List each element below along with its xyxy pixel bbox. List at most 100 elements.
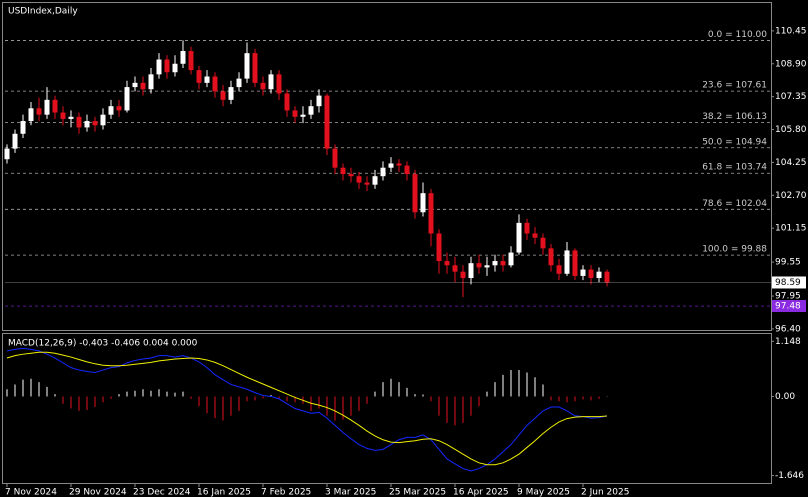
candle-body [28, 108, 34, 122]
candle-body [556, 265, 562, 274]
candle-body [388, 163, 394, 168]
candle-body [396, 163, 402, 166]
candle-body [372, 176, 378, 185]
candle-body [476, 263, 482, 268]
fib-label: 38.2 = 106.13 [702, 112, 767, 122]
candle-body [492, 261, 498, 266]
candle-body [196, 70, 202, 83]
candle-body [316, 95, 322, 107]
y-tick-label: 0.00 [775, 392, 795, 402]
fib-label: 23.6 = 107.61 [702, 81, 767, 91]
fib-label: 78.6 = 102.04 [702, 199, 767, 209]
price-label-box [772, 300, 806, 313]
x-tick-label: 16 Apr 2025 [453, 488, 509, 497]
price-label-box [772, 276, 806, 289]
candle-body [244, 53, 250, 79]
y-tick-label: 97.95 [775, 292, 801, 302]
candle-body [516, 222, 522, 253]
chart-title: USDIndex,Daily [8, 7, 78, 17]
candle-body [348, 174, 354, 177]
candle-body [364, 182, 370, 185]
candle-body [236, 78, 242, 88]
y-tick-label: -1.646 [775, 471, 804, 481]
y-tick-label: 99.55 [775, 258, 801, 268]
candle-body [260, 82, 266, 90]
candle-body [12, 133, 18, 149]
candle-body [252, 53, 258, 83]
candle-body [444, 261, 450, 266]
x-tick-label: 7 Feb 2025 [261, 488, 311, 497]
candle-body [156, 59, 162, 75]
x-tick-label: 23 Dec 2024 [133, 488, 191, 497]
candle-body [436, 233, 442, 262]
candle-body [548, 248, 554, 266]
candle-body [484, 265, 490, 268]
candle-body [60, 112, 66, 119]
candle-body [420, 193, 426, 213]
indicator-title: MACD(12,26,9) -0.403 -0.406 0.004 0.000 [8, 339, 198, 349]
y-tick-label: 104.25 [775, 158, 807, 168]
candle-body [412, 174, 418, 213]
candle-body [68, 116, 74, 119]
candle-body [404, 165, 410, 175]
candle-body [100, 114, 106, 126]
candle-body [300, 114, 306, 117]
candle-body [124, 87, 130, 111]
candle-body [268, 74, 274, 90]
x-tick-label: 9 May 2025 [517, 488, 570, 497]
candle-body [524, 222, 530, 234]
macd-pane [2, 333, 772, 484]
y-tick-label: 96.40 [775, 324, 801, 334]
y-tick-label: 102.70 [775, 191, 807, 201]
x-tick-label: 2 Jun 2025 [581, 488, 629, 497]
candle-body [276, 74, 282, 94]
price-pane [2, 2, 772, 331]
candle-body [20, 121, 26, 134]
candle-body [84, 121, 90, 128]
candle-body [460, 271, 466, 279]
price-label: 97.48 [775, 302, 801, 312]
candle-body [380, 167, 386, 177]
x-tick-label: 29 Nov 2024 [69, 488, 127, 497]
x-tick-label: 7 Nov 2024 [5, 488, 57, 497]
fib-label: 61.8 = 103.74 [702, 163, 767, 173]
candle-body [356, 176, 362, 183]
x-tick-label: 3 Mar 2025 [325, 488, 376, 497]
candle-body [588, 269, 594, 279]
candle-body [532, 233, 538, 238]
y-tick-label: 110.45 [775, 26, 807, 36]
fib-label: 100.0 = 99.88 [702, 245, 767, 255]
candle-body [228, 87, 234, 100]
candle-body [188, 51, 194, 71]
fib-label: 0.0 = 110.00 [708, 30, 767, 40]
candle-body [108, 106, 114, 115]
candle-body [284, 93, 290, 111]
candle-body [604, 271, 610, 283]
candle-body [76, 116, 82, 128]
candle-body [596, 271, 602, 279]
candle-body [540, 237, 546, 249]
x-tick-label: 25 Mar 2025 [389, 488, 446, 497]
candle-body [220, 91, 226, 100]
candle-body [308, 106, 314, 115]
candle-body [572, 250, 578, 276]
candle-body [132, 82, 138, 88]
candle-body [468, 263, 474, 279]
candle-body [204, 76, 210, 83]
macd-line [6, 351, 608, 466]
y-tick-label: 107.35 [775, 92, 807, 102]
candle-body [212, 76, 218, 92]
candle-body [148, 74, 154, 90]
candle-body [332, 148, 338, 168]
candle-body [180, 51, 186, 64]
candle-body [140, 82, 146, 90]
y-tick-label: 101.15 [775, 224, 807, 234]
candle-body [292, 110, 298, 117]
candle-body [44, 99, 50, 115]
candle-body [428, 193, 434, 234]
candle-body [92, 121, 98, 126]
candle-body [508, 252, 514, 266]
candle-body [172, 63, 178, 73]
